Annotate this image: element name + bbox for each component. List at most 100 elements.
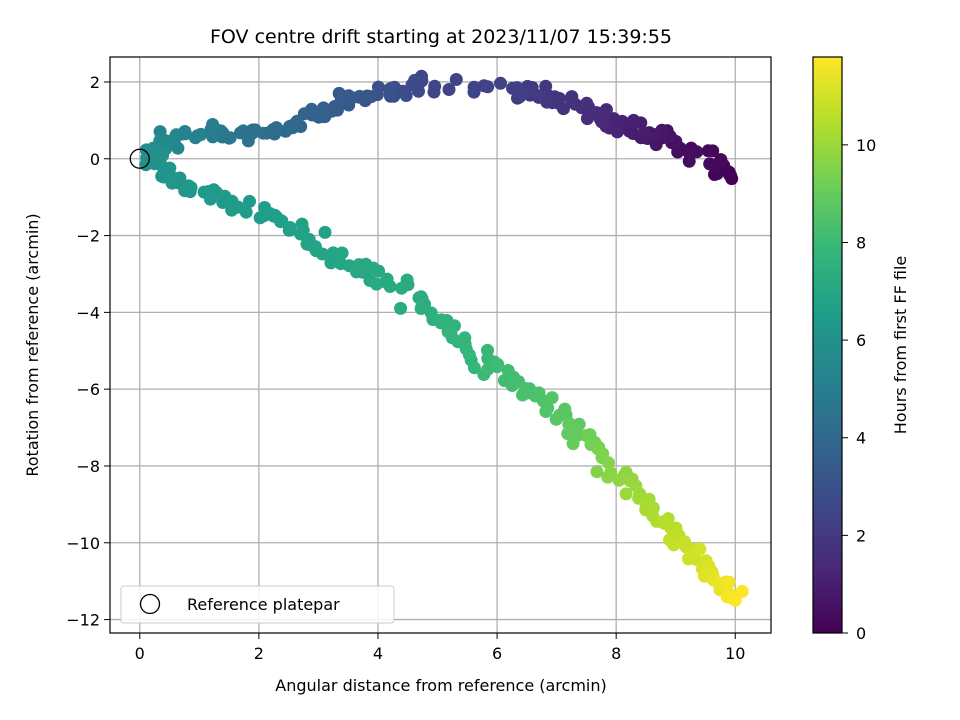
y-tick-label: 2 <box>90 73 100 92</box>
data-point <box>545 391 559 405</box>
y-tick-label: −12 <box>66 611 100 630</box>
data-point <box>241 134 255 148</box>
data-point <box>370 277 383 291</box>
data-point <box>383 280 397 293</box>
x-tick-label: 10 <box>725 644 745 663</box>
data-point <box>442 83 456 96</box>
x-tick-label: 2 <box>254 644 264 663</box>
data-point <box>194 127 208 141</box>
data-point <box>399 89 413 102</box>
data-point <box>206 118 220 131</box>
data-point <box>601 470 615 484</box>
colorbar <box>812 56 843 634</box>
chart-title: FOV centre drift starting at 2023/11/07 … <box>210 26 672 48</box>
data-point <box>395 281 409 295</box>
y-tick-label: −2 <box>76 227 100 246</box>
data-point <box>494 76 507 90</box>
data-point <box>566 437 580 451</box>
data-point <box>590 465 604 479</box>
x-tick-label: 6 <box>492 644 502 663</box>
data-point <box>728 593 742 607</box>
x-tick-label: 4 <box>373 644 383 663</box>
data-point <box>612 473 626 487</box>
data-point <box>610 125 624 139</box>
data-point <box>243 194 256 208</box>
data-point <box>602 456 615 470</box>
data-point <box>671 145 685 159</box>
data-point <box>567 423 581 437</box>
data-point <box>449 73 463 86</box>
colorbar-tick-label: 2 <box>856 526 866 545</box>
colorbar-tick-label: 4 <box>856 429 866 448</box>
y-tick-label: −8 <box>76 457 100 476</box>
grid-lines <box>110 57 771 633</box>
data-point <box>444 326 458 340</box>
data-point <box>490 360 504 374</box>
y-axis-label: Rotation from reference (arcmin) <box>23 213 42 476</box>
data-point <box>283 120 297 133</box>
data-point <box>394 301 408 315</box>
data-point <box>239 205 253 219</box>
plot-frame <box>109 56 772 634</box>
colorbar-tick-label: 0 <box>856 624 866 643</box>
legend: Reference platepar <box>120 585 395 624</box>
data-point <box>533 89 547 103</box>
colorbar-tick-label: 6 <box>856 331 866 350</box>
data-point <box>580 112 594 126</box>
data-point <box>467 361 481 375</box>
data-point <box>434 316 448 330</box>
x-axis-ticks: 0 2 4 6 8 10 <box>135 633 745 663</box>
data-point <box>477 79 491 93</box>
data-point <box>622 124 636 138</box>
data-point <box>163 161 177 175</box>
data-point <box>558 402 572 416</box>
legend-box <box>120 585 395 624</box>
data-point <box>462 348 476 362</box>
data-point <box>324 256 338 270</box>
data-point <box>565 93 578 107</box>
x-tick-label: 0 <box>135 644 145 663</box>
data-point <box>315 247 329 261</box>
colorbar-ticks: 0 2 4 6 8 10 <box>842 136 876 643</box>
colorbar-tick-label: 10 <box>856 136 876 155</box>
data-point <box>541 401 555 415</box>
reference-point <box>129 148 150 169</box>
x-axis-label: Angular distance from reference (arcmin) <box>275 676 606 695</box>
data-point <box>703 157 717 171</box>
data-point <box>648 128 662 142</box>
data-point <box>639 500 653 514</box>
data-point <box>184 181 198 194</box>
data-point <box>335 246 349 260</box>
data-point <box>701 144 715 158</box>
y-tick-label: 0 <box>90 150 100 169</box>
data-point <box>296 223 310 237</box>
data-point <box>693 542 707 556</box>
colorbar-label: Hours from first FF file <box>891 256 910 435</box>
data-point <box>405 78 419 92</box>
data-point <box>383 87 397 101</box>
data-point <box>667 538 681 552</box>
y-axis-ticks: −12 −10 −8 −6 −4 −2 0 2 <box>66 73 110 630</box>
data-point <box>551 96 565 110</box>
colorbar-tick-label: 8 <box>856 233 866 252</box>
data-point <box>481 343 494 357</box>
legend-marker <box>139 593 161 615</box>
y-tick-label: −10 <box>66 534 100 553</box>
data-point <box>427 85 441 99</box>
data-point <box>516 388 529 402</box>
data-point <box>372 264 386 278</box>
data-point <box>719 575 733 589</box>
data-point <box>637 127 650 141</box>
y-tick-label: −6 <box>76 380 100 399</box>
data-point <box>414 302 428 315</box>
reference-marker <box>129 148 150 169</box>
data-point <box>283 221 297 234</box>
data-point <box>156 149 169 163</box>
data-point <box>510 81 524 95</box>
data-point <box>166 171 180 185</box>
data-point <box>318 225 332 239</box>
data-point <box>683 147 696 160</box>
data-point <box>467 85 481 99</box>
x-tick-label: 8 <box>611 644 621 663</box>
